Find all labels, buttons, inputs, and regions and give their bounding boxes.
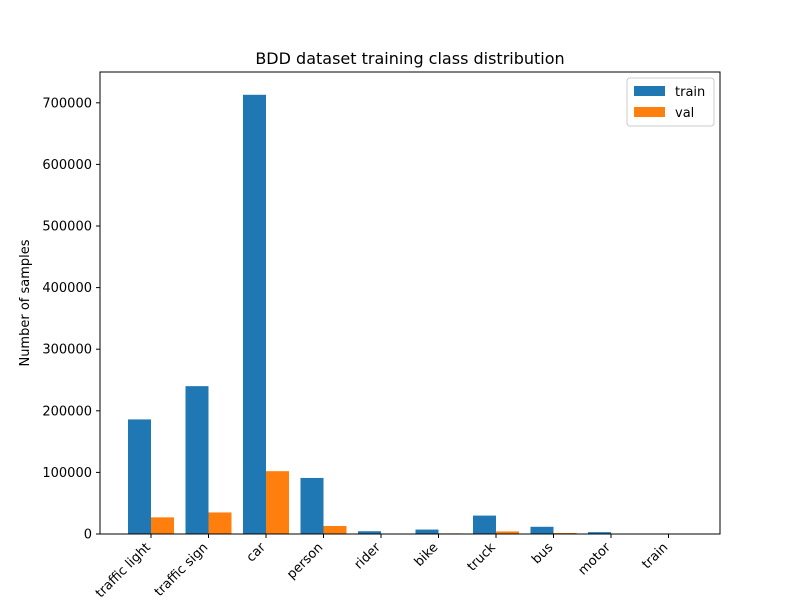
legend-swatch-val (634, 107, 665, 117)
bars-group (128, 94, 692, 535)
y-tick-label: 100000 (42, 466, 92, 481)
bar-train-car (243, 94, 266, 535)
plot-frame (99, 71, 721, 535)
x-tick-label: truck (465, 540, 500, 575)
x-tick-label: person (284, 540, 326, 582)
x-tick-label: motor (576, 540, 615, 579)
y-tick-label: 400000 (42, 281, 92, 296)
x-tick-label: traffic sign (152, 540, 211, 599)
legend-label-train: train (675, 85, 705, 100)
bar-train-person (300, 477, 324, 534)
bar-train-bike (415, 529, 439, 534)
chart-title: BDD dataset training class distribution (255, 49, 564, 68)
bar-val-traffic-light (151, 517, 174, 534)
bar-train-rider (358, 531, 381, 534)
bar-val-traffic-sign (208, 512, 232, 534)
bar-train-traffic-light (128, 419, 151, 534)
y-axis: 0 100000 200000 300000 400000 500000 600000 700… (42, 96, 100, 543)
y-tick-label: 700000 (42, 96, 92, 111)
bar-train-traffic-sign (185, 386, 209, 534)
y-tick-label: 600000 (42, 158, 92, 173)
y-tick-label: 300000 (42, 343, 92, 358)
legend-label-val: val (675, 106, 694, 121)
bar-train-motor (588, 532, 611, 534)
y-tick-label: 200000 (42, 404, 92, 419)
legend: train val (626, 77, 715, 127)
bar-val-car (266, 471, 289, 534)
bar-train-truck (473, 515, 496, 534)
x-tick-label: traffic light (93, 540, 154, 600)
y-axis-label: Number of samples (18, 239, 33, 366)
x-tick-label: rider (352, 540, 385, 573)
bar-train-bus (530, 526, 554, 534)
x-tick-label: car (244, 540, 270, 566)
x-tick-label: train (639, 540, 671, 572)
bar-val-truck (496, 531, 519, 534)
x-tick-label: bus (529, 540, 556, 567)
legend-swatch-train (634, 86, 665, 96)
bar-val-person (323, 525, 347, 534)
x-tick-label: bike (412, 540, 442, 570)
y-tick-label: 0 (84, 528, 92, 543)
y-tick-label: 500000 (42, 220, 92, 235)
